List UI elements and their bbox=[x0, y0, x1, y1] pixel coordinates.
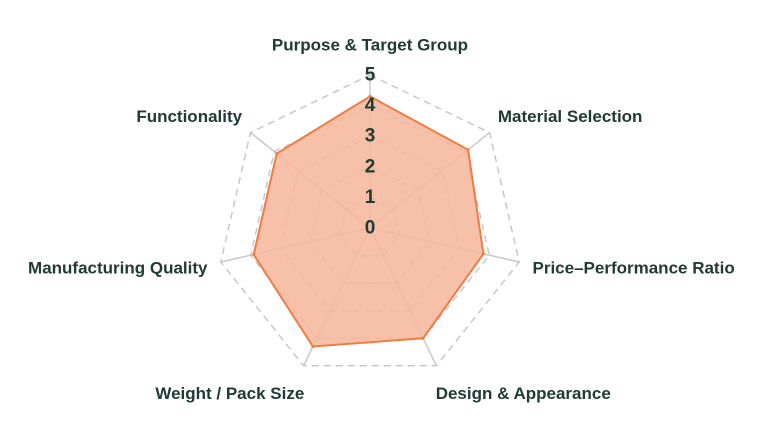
axis-label-2: Material Selection bbox=[498, 107, 643, 126]
data-point-3 bbox=[481, 252, 485, 256]
grid-ring-5 bbox=[219, 74, 521, 367]
tick-label-0: 0 bbox=[365, 218, 376, 239]
data-point-6 bbox=[252, 253, 256, 257]
tick-label-5: 5 bbox=[365, 65, 376, 86]
data-point-5 bbox=[311, 345, 315, 348]
series-area-1 bbox=[252, 95, 485, 348]
axis-label-3: Price–Performance Ratio bbox=[533, 258, 735, 277]
series-layer bbox=[252, 94, 485, 348]
tick-labels: 0 1 2 3 4 5 bbox=[365, 65, 376, 239]
data-point-7 bbox=[275, 152, 279, 156]
tick-label-2: 2 bbox=[365, 156, 376, 177]
tick-label-1: 1 bbox=[365, 187, 376, 208]
axis-label-4: Design & Appearance bbox=[436, 384, 611, 403]
data-point-4 bbox=[421, 336, 425, 340]
tick-label-3: 3 bbox=[365, 126, 376, 147]
data-point-2 bbox=[466, 148, 470, 152]
axis-label-5: Weight / Pack Size bbox=[155, 384, 304, 403]
axis-label-6: Manufacturing Quality bbox=[28, 258, 208, 277]
data-point-1 bbox=[368, 94, 372, 98]
tick-label-4: 4 bbox=[365, 95, 376, 116]
axis-labels: Purpose & Target Group Material Selection… bbox=[28, 36, 735, 403]
axis-label-7: Functionality bbox=[136, 107, 242, 126]
axis-label-1: Purpose & Target Group bbox=[272, 36, 468, 55]
